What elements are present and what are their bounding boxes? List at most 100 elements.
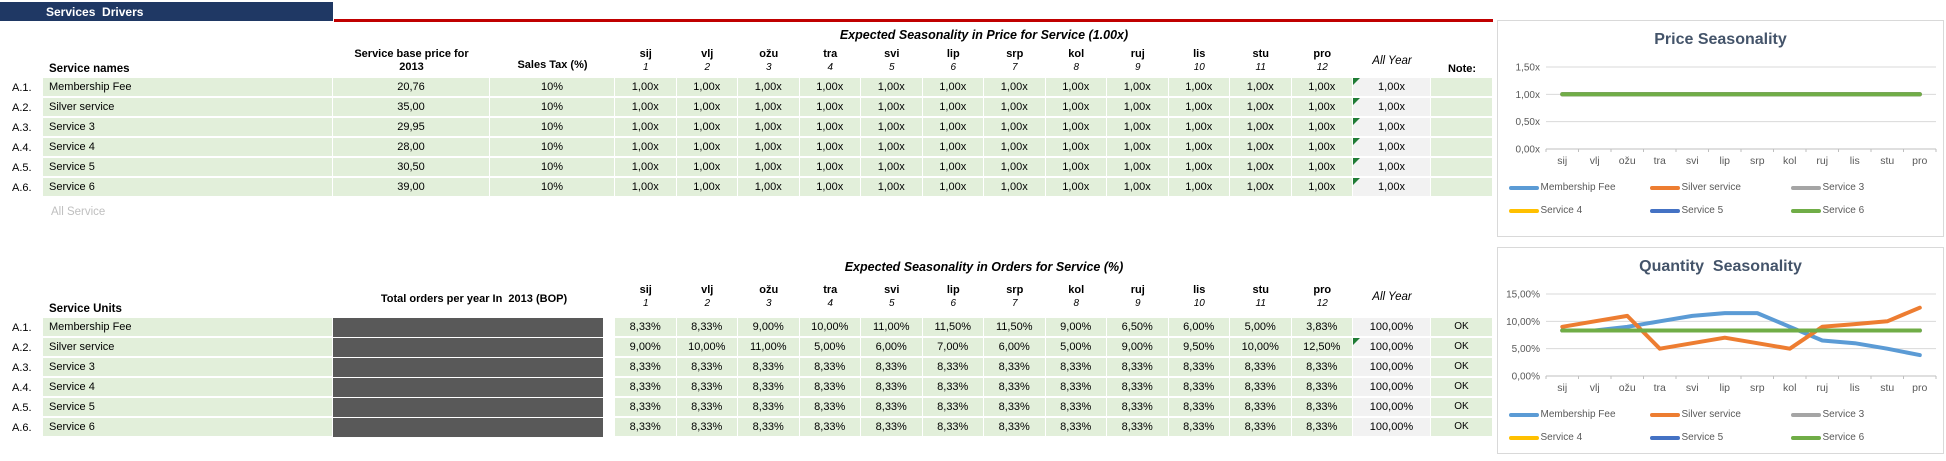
month-header[interactable]: ruj 9 — [1107, 44, 1169, 78]
all-year-cell[interactable]: 100,00% — [1353, 318, 1431, 338]
all-year-cell[interactable]: 1,00x — [1353, 118, 1431, 138]
month-value-cell[interactable]: 5,00% — [1045, 338, 1107, 358]
month-header[interactable]: svi 5 — [861, 44, 923, 78]
month-value-cell[interactable]: 8,33% — [1230, 398, 1292, 418]
month-value-cell[interactable]: 1,00x — [1045, 118, 1107, 138]
note-cell[interactable] — [1431, 118, 1493, 138]
month-value-cell[interactable]: 1,00x — [615, 138, 677, 158]
month-value-cell[interactable]: 1,00x — [1291, 98, 1353, 118]
month-value-cell[interactable]: 1,00x — [799, 78, 861, 98]
month-value-cell[interactable]: 11,50% — [984, 318, 1046, 338]
month-value-cell[interactable]: 1,00x — [1045, 78, 1107, 98]
sales-tax-cell[interactable]: 10% — [490, 138, 615, 158]
month-value-cell[interactable]: 1,00x — [984, 78, 1046, 98]
all-year-header[interactable]: All Year — [1372, 55, 1412, 67]
month-header[interactable]: kol 8 — [1046, 44, 1108, 78]
all-year-cell[interactable]: 1,00x — [1353, 178, 1431, 198]
all-service-label[interactable]: All Service — [51, 206, 106, 218]
table-title[interactable]: Expected Seasonality in Orders for Servi… — [844, 260, 1124, 274]
month-value-cell[interactable]: 8,33% — [984, 378, 1046, 398]
sales-tax-cell[interactable]: 10% — [490, 158, 615, 178]
service-name-cell[interactable]: Service 5 — [43, 158, 333, 178]
month-value-cell[interactable]: 10,00% — [799, 318, 861, 338]
month-header[interactable]: tra 4 — [800, 44, 862, 78]
row-label[interactable]: A.2. — [8, 338, 43, 358]
month-value-cell[interactable]: 8,33% — [738, 358, 800, 378]
ok-cell[interactable]: OK — [1431, 358, 1493, 378]
month-header[interactable]: lip 6 — [923, 44, 985, 78]
month-value-cell[interactable]: 1,00x — [1107, 118, 1169, 138]
month-value-cell[interactable]: 1,00x — [1168, 98, 1230, 118]
row-label[interactable]: A.3. — [8, 358, 43, 378]
month-value-cell[interactable]: 8,33% — [1230, 418, 1292, 438]
note-cell[interactable] — [1431, 98, 1493, 118]
month-value-cell[interactable]: 9,00% — [1107, 338, 1169, 358]
month-value-cell[interactable]: 1,00x — [1291, 118, 1353, 138]
row-label[interactable]: A.3. — [8, 118, 43, 138]
month-value-cell[interactable]: 8,33% — [799, 398, 861, 418]
ok-cell[interactable]: OK — [1431, 338, 1493, 358]
month-value-cell[interactable]: 8,33% — [738, 378, 800, 398]
month-header[interactable]: sij 1 — [615, 44, 677, 78]
service-name-cell[interactable]: Membership Fee — [43, 78, 333, 98]
month-value-cell[interactable]: 1,00x — [676, 118, 738, 138]
month-value-cell[interactable]: 8,33% — [1107, 398, 1169, 418]
service-names-header[interactable]: Service names — [49, 63, 130, 75]
note-cell[interactable] — [1431, 178, 1493, 198]
row-label[interactable]: A.5. — [8, 398, 43, 418]
month-value-cell[interactable]: 3,83% — [1291, 318, 1353, 338]
month-value-cell[interactable]: 1,00x — [984, 118, 1046, 138]
month-value-cell[interactable]: 1,00x — [1291, 158, 1353, 178]
service-name-cell[interactable]: Service 4 — [43, 378, 333, 398]
base-price-cell[interactable]: 28,00 — [333, 138, 490, 158]
month-value-cell[interactable]: 1,00x — [676, 78, 738, 98]
month-header[interactable]: lip 6 — [923, 276, 985, 318]
month-value-cell[interactable]: 1,00x — [799, 118, 861, 138]
month-value-cell[interactable]: 8,33% — [738, 418, 800, 438]
month-header[interactable]: lis 10 — [1169, 44, 1231, 78]
month-value-cell[interactable]: 1,00x — [1291, 138, 1353, 158]
month-value-cell[interactable]: 1,00x — [738, 138, 800, 158]
month-value-cell[interactable]: 8,33% — [922, 358, 984, 378]
month-value-cell[interactable]: 1,00x — [861, 178, 923, 198]
all-year-cell[interactable]: 100,00% — [1353, 418, 1431, 438]
month-value-cell[interactable]: 8,33% — [615, 418, 677, 438]
month-value-cell[interactable]: 8,33% — [615, 358, 677, 378]
all-year-cell[interactable]: 1,00x — [1353, 98, 1431, 118]
month-value-cell[interactable]: 8,33% — [738, 398, 800, 418]
month-value-cell[interactable]: 1,00x — [984, 138, 1046, 158]
sales-tax-cell[interactable]: 10% — [490, 98, 615, 118]
base-price-cell[interactable]: 35,00 — [333, 98, 490, 118]
month-value-cell[interactable]: 1,00x — [1168, 158, 1230, 178]
month-value-cell[interactable]: 8,33% — [861, 358, 923, 378]
month-header[interactable]: pro 12 — [1292, 276, 1354, 318]
service-name-cell[interactable]: Silver service — [43, 338, 333, 358]
month-header[interactable]: lis 10 — [1169, 276, 1231, 318]
row-label[interactable]: A.6. — [8, 418, 43, 438]
ok-cell[interactable]: OK — [1431, 418, 1493, 438]
month-value-cell[interactable]: 8,33% — [1291, 378, 1353, 398]
month-value-cell[interactable]: 1,00x — [799, 178, 861, 198]
month-header[interactable]: vlj 2 — [677, 44, 739, 78]
sales-tax-header[interactable]: Sales Tax (%) — [517, 59, 588, 71]
month-value-cell[interactable]: 8,33% — [676, 418, 738, 438]
row-label[interactable]: A.5. — [8, 158, 43, 178]
all-year-cell[interactable]: 1,00x — [1353, 138, 1431, 158]
month-value-cell[interactable]: 1,00x — [676, 138, 738, 158]
month-value-cell[interactable]: 1,00x — [1045, 178, 1107, 198]
service-units-header[interactable]: Service Units — [49, 303, 122, 315]
month-value-cell[interactable]: 8,33% — [1045, 418, 1107, 438]
month-value-cell[interactable]: 8,33% — [1045, 398, 1107, 418]
total-orders-header[interactable]: Total orders per year In 2013 (BOP) — [380, 293, 568, 305]
month-value-cell[interactable]: 1,00x — [922, 158, 984, 178]
month-value-cell[interactable]: 8,33% — [676, 318, 738, 338]
month-value-cell[interactable]: 5,00% — [1230, 318, 1292, 338]
month-header[interactable]: stu 11 — [1230, 276, 1292, 318]
month-value-cell[interactable]: 1,00x — [615, 158, 677, 178]
month-value-cell[interactable]: 8,33% — [1107, 418, 1169, 438]
base-price-cell[interactable]: 30,50 — [333, 158, 490, 178]
month-value-cell[interactable]: 1,00x — [676, 178, 738, 198]
ok-cell[interactable]: OK — [1431, 398, 1493, 418]
month-value-cell[interactable]: 1,00x — [1107, 138, 1169, 158]
month-value-cell[interactable]: 1,00x — [676, 158, 738, 178]
